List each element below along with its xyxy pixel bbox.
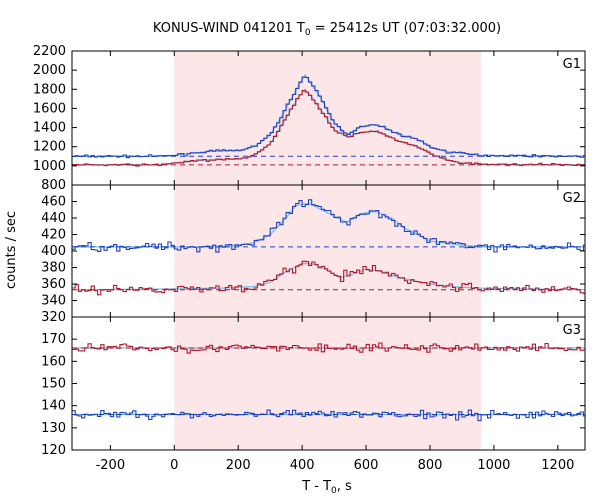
x-tick-label: 600: [354, 458, 379, 473]
y-tick-label: 320: [41, 310, 66, 325]
y-tick-label: 140: [41, 399, 66, 414]
series-red-histogram: [72, 260, 585, 296]
y-axis-label: counts / sec: [4, 211, 19, 289]
x-tick-label: -200: [96, 458, 126, 473]
y-tick-label: 1800: [33, 82, 66, 97]
y-tick-label: 340: [41, 294, 66, 309]
y-tick-label: 440: [41, 211, 66, 226]
y-tick-label: 130: [41, 421, 66, 436]
y-tick-label: 2200: [33, 44, 66, 59]
panel-g1: 800 1000 1200 1400 1600 1800 2000 2200 G1: [33, 44, 586, 193]
y-tick-label: 150: [41, 377, 66, 392]
y-tick-label: 420: [41, 228, 66, 243]
chart-title: KONUS-WIND 041201 T0 = 25412s UT (07:03:…: [153, 21, 501, 38]
y-tick-label: 460: [41, 195, 66, 210]
y-tick-label: 800: [41, 178, 66, 193]
x-tick-label: 200: [226, 458, 251, 473]
y-tick-label: 380: [41, 261, 66, 276]
y-tick-label: 1000: [33, 159, 66, 174]
series-red-histogram: [72, 90, 585, 167]
series-blue-histogram: [72, 76, 585, 159]
x-axis-label: T - T0, s: [301, 479, 352, 496]
y-tick-label: 120: [41, 443, 66, 458]
panel-label: G3: [563, 323, 581, 338]
shaded-interval: [174, 185, 482, 317]
shaded-interval: [174, 317, 482, 450]
panel-g3: 120 130 140 150 160 170 G3: [41, 316, 586, 458]
y-tick-label: 1200: [33, 140, 66, 155]
x-tick-label: 0: [170, 458, 178, 473]
series-blue-histogram: [72, 409, 585, 422]
panel-label: G1: [563, 57, 581, 72]
x-tick-label: 1200: [541, 458, 574, 473]
panel-label: G2: [563, 191, 581, 206]
y-tick-label: 360: [41, 277, 66, 292]
y-tick-label: 170: [41, 332, 66, 347]
y-tick-label: 2000: [33, 63, 66, 78]
y-tick-label: 160: [41, 354, 66, 369]
y-tick-label: 400: [41, 244, 66, 259]
y-tick-label: 1400: [33, 121, 66, 136]
y-tick-label: 1600: [33, 101, 66, 116]
x-tick-label: 1000: [477, 458, 510, 473]
x-tick-label: 800: [418, 458, 443, 473]
x-tick-label: 400: [290, 458, 315, 473]
